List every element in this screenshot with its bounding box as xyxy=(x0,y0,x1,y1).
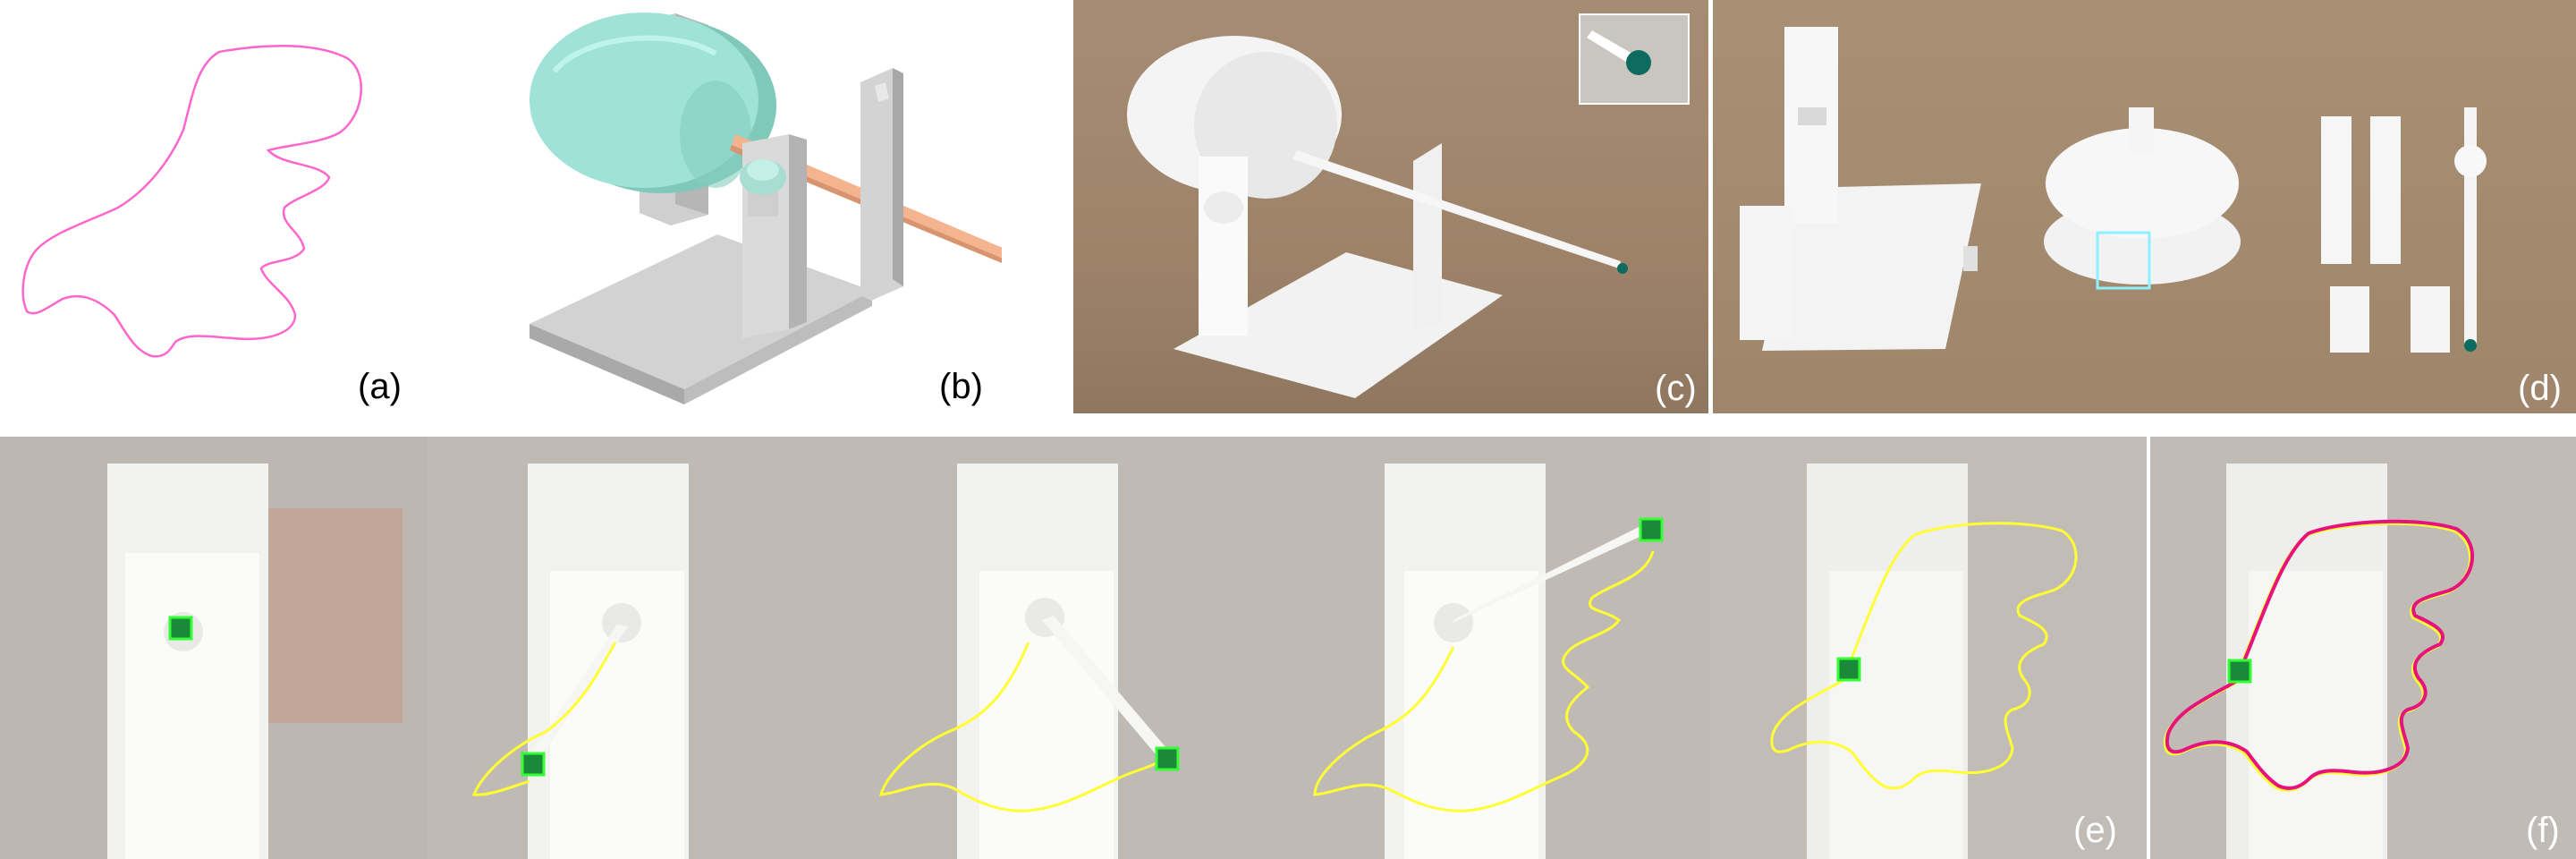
overlay-curve xyxy=(2165,519,2475,790)
panel-f: (f) xyxy=(2150,437,2576,859)
assembled-mechanism-photo xyxy=(1127,13,1690,398)
panel-d: (d) xyxy=(1713,0,2576,413)
target-curve xyxy=(21,44,362,358)
panel-b: (b) xyxy=(447,0,1002,412)
marker-box xyxy=(2227,659,2252,684)
target-curve-drawing xyxy=(21,44,362,358)
frame-4 xyxy=(1283,437,1710,859)
panel-e: (e) xyxy=(0,437,2147,859)
stylus-tip xyxy=(2464,339,2477,352)
tracing-sequence-frames xyxy=(0,437,2147,859)
label-a: (a) xyxy=(358,367,402,406)
disassembled-parts-photo xyxy=(1740,27,2487,353)
label-f: (f) xyxy=(2526,811,2560,850)
label-b: (b) xyxy=(939,367,983,406)
frame-1 xyxy=(0,437,428,859)
mechanism-model-render xyxy=(530,13,1002,404)
marker-box xyxy=(168,616,193,641)
frame-5 xyxy=(1710,437,2147,859)
frame-3 xyxy=(855,437,1283,859)
label-d: (d) xyxy=(2518,369,2562,408)
label-c: (c) xyxy=(1655,369,1697,408)
overlay-comparison xyxy=(2164,464,2475,859)
cam-highlight-box xyxy=(2096,231,2151,290)
pen-tip xyxy=(1617,263,1628,274)
panel-c: (c) xyxy=(1073,0,1708,413)
base-plate xyxy=(530,234,872,389)
frame-2 xyxy=(428,437,855,859)
label-e: (e) xyxy=(2073,811,2117,850)
panel-a: (a) xyxy=(0,0,429,412)
